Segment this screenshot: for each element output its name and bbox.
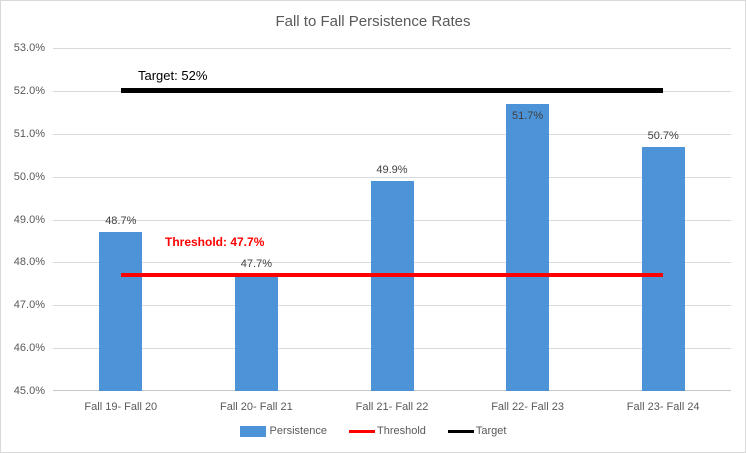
legend-item-threshold: Threshold xyxy=(348,425,426,437)
bar-3 xyxy=(370,180,414,391)
y-tick-label: 52.0% xyxy=(13,84,45,97)
threshold-line xyxy=(120,273,664,278)
persistence-bar-swatch xyxy=(239,425,266,437)
x-axis-label: Fall 19- Fall 20 xyxy=(84,401,158,413)
bar-4 xyxy=(506,103,550,391)
chart-title: Fall to Fall Persistence Rates xyxy=(275,13,471,30)
y-tick-label: 49.0% xyxy=(13,213,45,226)
target-line xyxy=(120,88,664,94)
legend-label-threshold: Threshold xyxy=(376,425,426,437)
y-tick-label: 45.0% xyxy=(13,385,45,397)
y-tick-label: 47.0% xyxy=(13,299,45,312)
legend-label-persistence: Persistence xyxy=(269,425,327,437)
bar-1 xyxy=(99,232,143,391)
bar-data-label: 49.9% xyxy=(376,163,408,176)
gridline xyxy=(53,177,731,178)
x-axis-label: Fall 21- Fall 22 xyxy=(355,401,429,413)
x-axis-label: Fall 22- Fall 23 xyxy=(491,401,564,413)
target-line-swatch xyxy=(447,429,474,433)
legend: Persistence Threshold Target xyxy=(1,425,745,437)
legend-item-persistence: Persistence xyxy=(239,425,327,437)
y-tick-label: 46.0% xyxy=(13,342,45,355)
threshold-annotation: Threshold: 47.7% xyxy=(165,235,265,249)
gridline xyxy=(53,48,731,49)
y-tick-label: 48.0% xyxy=(13,256,45,269)
threshold-line-swatch xyxy=(348,429,375,433)
plot-area: 48.7% Fall 19- Fall 20 47.7% Fall 20- Fall … xyxy=(53,48,731,413)
x-axis-label: Fall 20- Fall 21 xyxy=(220,401,293,413)
legend-label-target: Target xyxy=(475,425,507,437)
bar-data-label: 50.7% xyxy=(647,129,679,142)
bar-data-label: 51.7% xyxy=(511,109,544,122)
legend-item-target: Target xyxy=(447,425,507,437)
bar-2 xyxy=(234,275,278,391)
y-tick-label: 50.0% xyxy=(13,170,45,183)
target-annotation: Target: 52% xyxy=(138,68,208,83)
y-tick-label: 51.0% xyxy=(13,127,45,140)
bar-data-label: 47.7% xyxy=(240,258,272,271)
y-tick-label: 53.0% xyxy=(13,42,45,54)
bar-data-label: 48.7% xyxy=(105,215,137,228)
gridline xyxy=(53,134,731,135)
x-axis-label: Fall 23- Fall 24 xyxy=(626,401,700,413)
bar-5 xyxy=(641,146,685,391)
